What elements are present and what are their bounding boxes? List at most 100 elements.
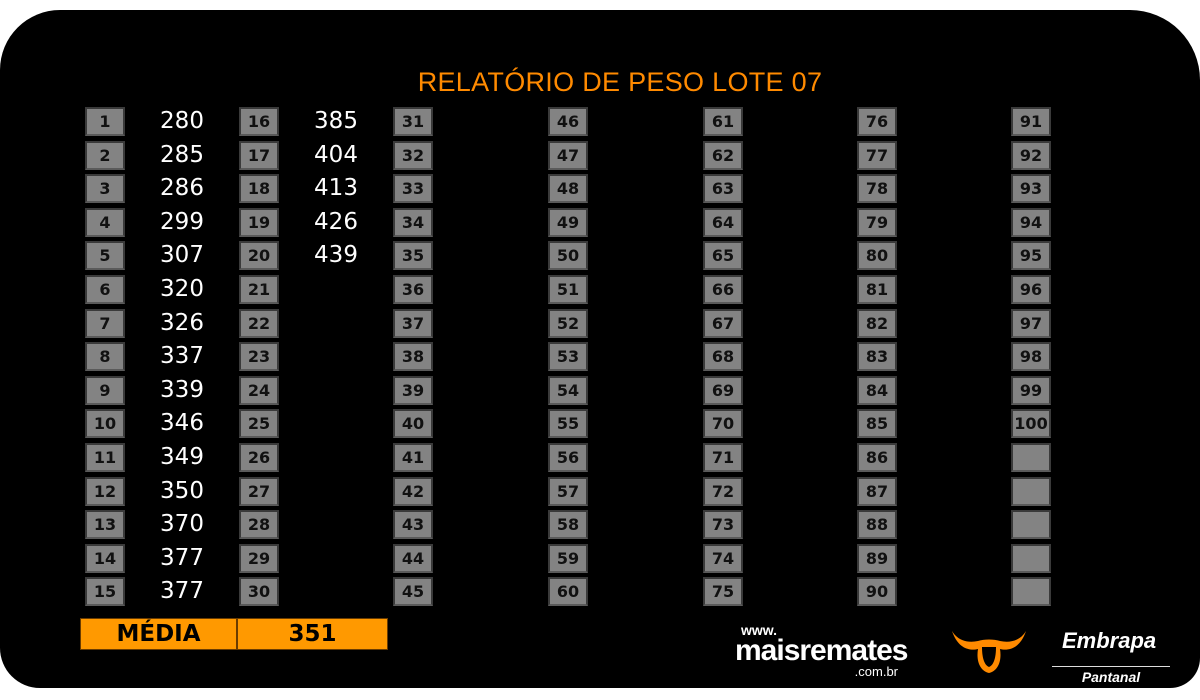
animal-number-cell: 89 (857, 543, 897, 573)
weight-value: 377 (160, 578, 204, 605)
weight-value: 280 (160, 108, 204, 134)
weight-value: 385 (314, 108, 358, 134)
animal-number-cell: 39 (393, 375, 433, 405)
animal-number-cell: 41 (393, 443, 433, 472)
maisremates-www: www. (741, 622, 778, 638)
animal-number-cell: 62 (703, 140, 743, 170)
animal-number-cell: 77 (857, 140, 897, 170)
animal-number-cell: 90 (857, 577, 897, 607)
animal-number-cell: 22 (239, 308, 279, 338)
animal-number-cell (1011, 476, 1051, 506)
weight-value: 326 (160, 309, 204, 336)
maisremates-logo: www. maisremates .com.br (735, 622, 910, 682)
animal-number-cell: 73 (703, 510, 743, 540)
animal-number-cell: 87 (857, 476, 897, 506)
animal-number-cell: 48 (548, 174, 588, 204)
animal-number-cell: 78 (857, 174, 897, 204)
animal-number-cell: 26 (239, 443, 279, 472)
weight-value: 413 (314, 175, 358, 202)
page-title: RELATÓRIO DE PESO LOTE 07 (417, 67, 823, 97)
animal-number-cell: 69 (703, 375, 743, 405)
animal-number-cell: 18 (239, 174, 279, 204)
embrapa-name: Embrapa (1062, 628, 1157, 653)
weight-value: 286 (160, 175, 204, 202)
animal-number-cell: 66 (703, 275, 743, 304)
animal-number-cell: 13 (85, 510, 125, 540)
embrapa-divider (1052, 666, 1170, 667)
maisremates-domain: .com.br (854, 664, 898, 679)
animal-number-cell: 35 (393, 241, 433, 271)
weight-value: 370 (160, 511, 204, 538)
animal-number-cell: 94 (1011, 207, 1051, 237)
animal-number-cell: 44 (393, 543, 433, 573)
animal-number-cell: 23 (239, 342, 279, 372)
animal-number-cell: 53 (548, 342, 588, 372)
animal-number-cell: 61 (703, 107, 743, 136)
animal-number-cell: 33 (393, 174, 433, 204)
animal-number-cell: 24 (239, 375, 279, 405)
animal-number-cell: 71 (703, 443, 743, 472)
report-panel: RELATÓRIO DE PESO LOTE 07 1 2 3 4 5 6 7 8 9 10 11 1… (0, 10, 1200, 688)
animal-number-cell: 97 (1011, 308, 1051, 338)
animal-number-cell: 32 (393, 140, 433, 170)
animal-number-cell: 80 (857, 241, 897, 271)
weight-value: 285 (160, 141, 204, 168)
weight-value: 377 (160, 544, 204, 571)
animal-number-cell: 59 (548, 543, 588, 573)
animal-number-cell: 86 (857, 443, 897, 472)
animal-number-cell: 45 (393, 577, 433, 607)
animal-number-cell: 3 (85, 174, 125, 204)
animal-number-cell: 2 (85, 140, 125, 170)
animal-number-cell: 21 (239, 275, 279, 304)
weight-value: 350 (160, 477, 204, 504)
animal-number-cell: 83 (857, 342, 897, 372)
animal-number-cell: 49 (548, 207, 588, 237)
animal-number-cell: 81 (857, 275, 897, 304)
animal-number-cell: 7 (85, 308, 125, 338)
animal-number-cell: 55 (548, 409, 588, 439)
animal-number-cell: 27 (239, 476, 279, 506)
animal-number-cell (1011, 543, 1051, 573)
animal-number-cell (1011, 510, 1051, 540)
animal-number-cell: 70 (703, 409, 743, 439)
weight-value: 299 (160, 208, 204, 235)
animal-number-cell: 14 (85, 543, 125, 573)
animal-number-cell: 6 (85, 275, 125, 304)
weight-value: 349 (160, 444, 204, 470)
animal-number-cell: 65 (703, 241, 743, 271)
animal-number-cell: 85 (857, 409, 897, 439)
animal-number-cell: 40 (393, 409, 433, 439)
animal-number-cell: 64 (703, 207, 743, 237)
weight-value: 320 (160, 276, 204, 302)
animal-number-cell: 38 (393, 342, 433, 372)
animal-number-cell: 29 (239, 543, 279, 573)
animal-number-cell: 17 (239, 140, 279, 170)
animal-number-cell: 30 (239, 577, 279, 607)
animal-number-cell: 95 (1011, 241, 1051, 271)
animal-number-cell: 98 (1011, 342, 1051, 372)
animal-number-cell: 84 (857, 375, 897, 405)
animal-number-cell: 11 (85, 443, 125, 472)
embrapa-logo: Embrapa Pantanal (1052, 622, 1172, 685)
animal-number-cell: 99 (1011, 375, 1051, 405)
animal-number-cell: 91 (1011, 107, 1051, 136)
bull-head-icon (952, 631, 1026, 673)
animal-number-cell: 75 (703, 577, 743, 607)
animal-number-cell: 93 (1011, 174, 1051, 204)
animal-number-cell: 82 (857, 308, 897, 338)
weight-value: 346 (160, 410, 204, 437)
weight-value: 307 (160, 242, 204, 269)
animal-number-cell: 4 (85, 207, 125, 237)
animal-number-cell: 25 (239, 409, 279, 439)
animal-number-cell: 79 (857, 207, 897, 237)
weight-value: 426 (314, 208, 358, 235)
animal-number-cell: 46 (548, 107, 588, 136)
weight-value: 337 (160, 343, 204, 370)
animal-number-cell (1011, 577, 1051, 607)
animal-number-cell: 57 (548, 476, 588, 506)
average-label: MÉDIA (80, 618, 237, 650)
animal-number-cell: 67 (703, 308, 743, 338)
animal-number-cell: 96 (1011, 275, 1051, 304)
animal-number-cell: 68 (703, 342, 743, 372)
animal-number-cell: 76 (857, 107, 897, 136)
